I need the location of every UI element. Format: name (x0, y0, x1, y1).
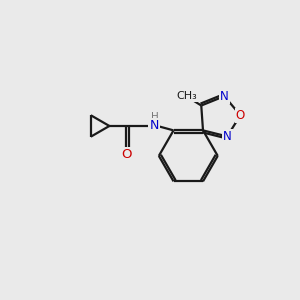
Text: N: N (223, 130, 232, 143)
Text: O: O (236, 109, 245, 122)
Text: N: N (220, 90, 229, 103)
Text: CH₃: CH₃ (176, 92, 197, 101)
Text: H: H (151, 112, 158, 122)
Text: N: N (150, 119, 159, 133)
Text: O: O (121, 148, 132, 161)
